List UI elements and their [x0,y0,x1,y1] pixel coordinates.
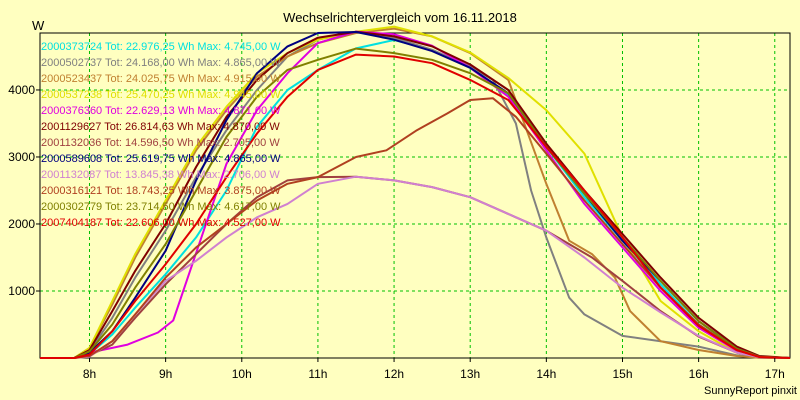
legend-entry-1: 2000502737 Tot: 24.168,00 Wh Max: 4.865,… [41,57,281,69]
legend-entry-4: 2000376360 Tot: 22.629,13 Wh Max: 4.871,… [41,105,281,117]
legend-entry-9: 2000316121 Tot: 18.743,25 Wh Max: 3.875,… [41,185,281,197]
y-axis-unit: W [32,18,45,33]
x-tick-label-0: 8h [83,367,96,381]
series-layer [40,25,791,359]
legend-entry-0: 2000373724 Tot: 22.976,25 Wh Max: 4.745,… [41,41,281,53]
footer-credit: SunnyReport pinxit [704,385,797,397]
x-tick-label-5: 13h [460,367,480,381]
x-tick-label-1: 9h [159,367,172,381]
x-tick-label-7: 15h [612,367,632,381]
y-tick-label-1: 2000 [8,217,35,231]
series-line-3 [40,25,791,359]
series-line-1 [40,31,791,359]
x-tick-label-6: 14h [536,367,556,381]
legend-entry-2: 2000523437 Tot: 24.025,75 Wh Max: 4.915,… [41,73,281,85]
legend-entry-6: 2001132036 Tot: 14.596,50 Wh Max: 2.705,… [41,137,280,149]
y-tick-label-2: 3000 [8,150,35,164]
grid [40,33,790,358]
legend-entry-7: 2000589608 Tot: 25.619,75 Wh Max: 4.865,… [41,153,281,165]
legend-entry-8: 2001132087 Tot: 13.845,38 Wh Max: 2.706,… [41,169,280,181]
series-line-5 [40,30,791,359]
axis-ticks: 8h 9h 10h 11h 12h 13h 14h 15h 16h 17h 1000 2000 3000… [8,83,784,381]
series-line-0 [40,39,791,359]
x-tick-label-8: 16h [689,367,709,381]
y-tick-label-3: 4000 [8,83,35,97]
series-line-10 [40,47,791,359]
y-tick-label-0: 1000 [8,284,35,298]
x-tick-label-3: 11h [308,367,327,381]
legend-entry-10: 2000302779 Tot: 23.714,50 Wh Max: 4.617,… [41,201,281,213]
legend-entry-11: 2007404187 Tot: 22.606,00 Wh Max: 4.527,… [41,217,281,229]
legend-entry-3: 2000537238 Tot: 25.470,25 Wh Max: 4.945,… [41,89,281,101]
legend-entry-5: 2001129627 Tot: 26.814,63 Wh Max: 4.870,… [41,121,280,133]
x-tick-label-4: 12h [384,367,404,381]
chart-title: Wechselrichtervergleich vom 16.11.2018 [283,10,517,25]
legend: 2000373724 Tot: 22.976,25 Wh Max: 4.745,… [41,41,281,229]
x-tick-label-9: 17h [765,367,785,381]
series-line-11 [40,53,791,359]
x-tick-label-2: 10h [232,367,252,381]
